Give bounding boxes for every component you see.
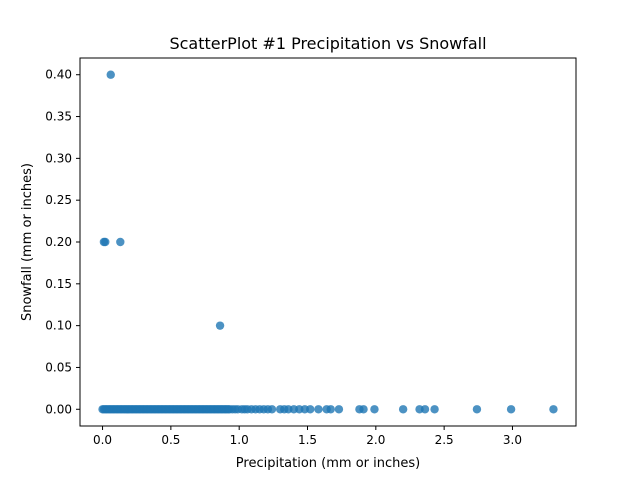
points-layer bbox=[98, 70, 558, 414]
x-tick-label: 2.0 bbox=[366, 433, 385, 447]
y-axis-label: Snowfall (mm or inches) bbox=[20, 163, 35, 321]
plot-frame bbox=[79, 57, 577, 427]
x-tick-label: 0.5 bbox=[161, 433, 180, 447]
data-point bbox=[116, 237, 125, 247]
data-point bbox=[430, 405, 439, 414]
data-point bbox=[106, 70, 115, 79]
y-tick-label: 0.00 bbox=[45, 402, 72, 416]
chart-title: ScatterPlot #1 Precipitation vs Snowfall bbox=[169, 34, 486, 53]
x-tick-label: 1.5 bbox=[298, 433, 317, 447]
y-tick-label: 0.20 bbox=[45, 235, 72, 249]
x-tick-label: 0.0 bbox=[93, 433, 112, 447]
y-tick-label: 0.05 bbox=[45, 360, 72, 374]
data-point bbox=[359, 405, 368, 414]
y-tick-label: 0.10 bbox=[45, 319, 72, 333]
y-tick-label: 0.35 bbox=[45, 110, 72, 124]
data-point bbox=[370, 405, 379, 414]
data-point bbox=[506, 405, 516, 414]
y-tick-label: 0.25 bbox=[45, 193, 72, 207]
data-point bbox=[101, 237, 110, 247]
data-point bbox=[420, 405, 430, 414]
x-axis-label: Precipitation (mm or inches) bbox=[236, 456, 420, 471]
data-point bbox=[334, 405, 344, 414]
y-tick-label: 0.30 bbox=[45, 151, 72, 165]
y-axis-ticks: 0.00 0.05 0.10 0.15 0.20 0.25 0.30 0.35 0.40 bbox=[45, 68, 80, 416]
x-tick-label: 2.5 bbox=[435, 433, 454, 447]
data-point bbox=[314, 405, 323, 414]
data-point bbox=[267, 405, 277, 414]
y-tick-label: 0.40 bbox=[45, 68, 72, 82]
y-tick-label: 0.15 bbox=[45, 277, 72, 291]
data-point bbox=[215, 321, 225, 330]
data-point bbox=[398, 405, 408, 414]
data-point bbox=[549, 405, 558, 414]
x-tick-label: 3.0 bbox=[503, 433, 522, 447]
x-tick-label: 1.0 bbox=[230, 433, 249, 447]
data-point bbox=[306, 405, 315, 414]
data-point bbox=[326, 405, 335, 414]
x-axis-ticks: 0.0 0.5 1.0 1.5 2.0 2.5 3.0 bbox=[93, 426, 522, 447]
data-point bbox=[472, 405, 482, 414]
